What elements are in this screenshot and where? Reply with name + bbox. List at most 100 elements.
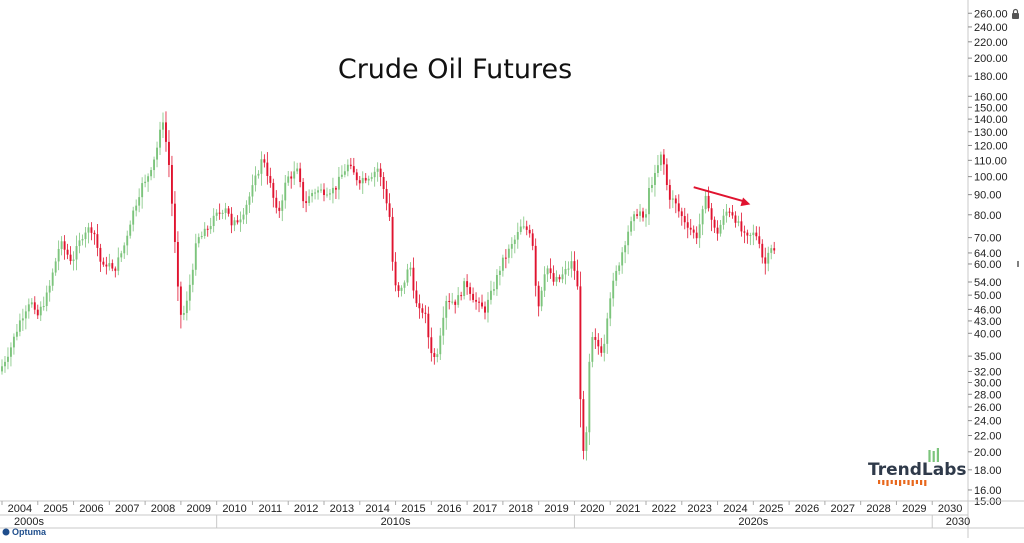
candle-body xyxy=(400,287,403,291)
candle xyxy=(591,331,594,368)
candle xyxy=(749,232,752,246)
candle-body xyxy=(197,237,200,244)
candle-body xyxy=(519,226,522,233)
candle-body xyxy=(54,261,57,273)
candle-body xyxy=(87,227,90,233)
candle xyxy=(427,306,430,349)
candle-body xyxy=(90,227,93,233)
candle-body xyxy=(513,239,516,244)
candle xyxy=(561,266,564,284)
logo-bar xyxy=(890,480,893,484)
candle xyxy=(349,157,352,170)
candle-body xyxy=(516,232,519,240)
candle xyxy=(761,239,764,264)
candle-body xyxy=(281,200,284,211)
candle-body xyxy=(689,227,692,230)
candle-body xyxy=(507,248,510,258)
candle-body xyxy=(478,301,480,303)
candle-body xyxy=(260,159,263,174)
candle-body xyxy=(138,197,141,206)
candle-body xyxy=(296,168,299,172)
candle-body xyxy=(728,211,731,213)
candle xyxy=(224,202,227,220)
candle-body xyxy=(305,201,308,204)
candle-body xyxy=(492,289,495,291)
x-axis[interactable]: 2004 2005 2006 2007 2008 2009 2010 2011 2012 2013… xyxy=(0,500,1024,529)
candle-body xyxy=(648,187,650,215)
lock-icon[interactable] xyxy=(1012,8,1019,20)
candle-body xyxy=(633,214,636,222)
candle-body xyxy=(683,216,686,223)
y-tick-label: 110.00 xyxy=(974,155,1007,167)
y-tick-label: 16.00 xyxy=(974,485,1002,497)
candle xyxy=(484,301,486,320)
candle-body xyxy=(722,215,725,225)
candle xyxy=(346,159,349,177)
x-year-label: 2015 xyxy=(401,503,425,515)
logo-bar xyxy=(915,480,918,484)
candle xyxy=(236,215,239,225)
candle xyxy=(48,280,51,302)
candle-body xyxy=(329,193,331,195)
candle-body xyxy=(618,265,621,271)
candle-body xyxy=(4,361,6,367)
candle xyxy=(501,254,504,277)
candle xyxy=(662,149,665,175)
candle xyxy=(93,230,96,245)
candle xyxy=(719,219,722,237)
candle-body xyxy=(218,212,221,214)
x-year-label: 2029 xyxy=(902,503,926,515)
candle-body xyxy=(263,159,266,163)
candle xyxy=(498,266,501,286)
candle xyxy=(12,333,15,355)
candle-body xyxy=(165,122,167,142)
candle-body xyxy=(576,270,579,287)
candle xyxy=(624,240,627,264)
candle xyxy=(326,187,328,198)
candle-body xyxy=(230,213,233,226)
candle-body xyxy=(484,306,486,313)
candle xyxy=(686,213,689,239)
candle xyxy=(472,287,475,303)
candle-body xyxy=(686,222,689,228)
candle-body xyxy=(606,318,609,344)
candle-body xyxy=(406,269,409,283)
candle xyxy=(519,219,522,235)
candle-body xyxy=(30,302,33,305)
candle xyxy=(412,257,415,299)
candle xyxy=(576,259,579,290)
candle xyxy=(436,348,439,363)
candle xyxy=(141,177,144,209)
candle-body xyxy=(460,295,463,297)
candle xyxy=(612,272,615,307)
y-tick-label: 100.00 xyxy=(974,172,1008,184)
candle-body xyxy=(245,204,248,215)
candle-body xyxy=(209,226,212,230)
candle-body xyxy=(144,181,147,184)
y-tick-label: 180.00 xyxy=(974,71,1008,83)
candle-body xyxy=(495,274,498,290)
trend-arrow xyxy=(693,186,751,207)
candle xyxy=(129,220,132,239)
candle-body xyxy=(385,188,388,204)
candle xyxy=(215,209,218,221)
candle-body xyxy=(114,268,117,271)
candle-body xyxy=(591,337,594,362)
candle xyxy=(671,190,674,209)
candle-body xyxy=(501,257,504,271)
candle-body xyxy=(266,162,269,176)
y-tick-label: 20.00 xyxy=(974,447,1002,459)
candle-body xyxy=(156,147,158,160)
candle xyxy=(448,293,451,310)
x-year-label: 2020 xyxy=(580,503,604,515)
candle xyxy=(63,235,66,260)
candle xyxy=(594,328,597,350)
candle-body xyxy=(540,290,543,307)
candle-body xyxy=(96,234,99,248)
candle-body xyxy=(627,231,630,246)
candle xyxy=(206,225,209,237)
candle-body xyxy=(445,300,448,318)
trendlabs-logo: TrendLabs xyxy=(868,448,967,486)
candle-body xyxy=(126,235,129,246)
